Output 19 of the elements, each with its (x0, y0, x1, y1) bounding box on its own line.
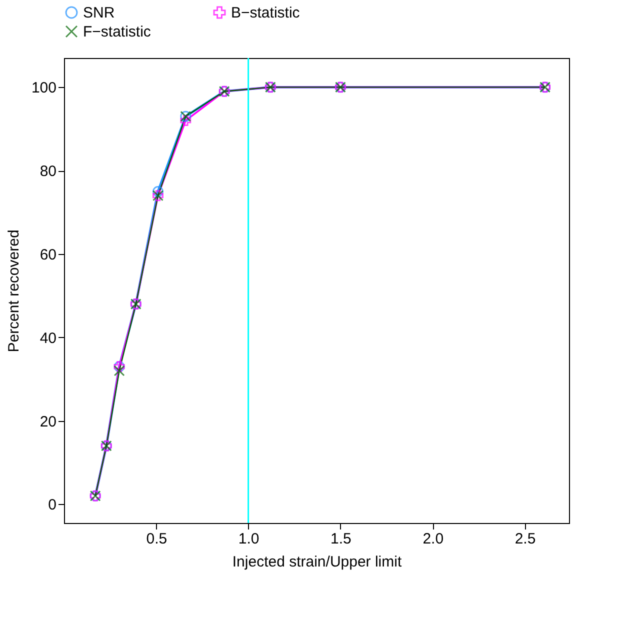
x-tick-label: 0.5 (146, 530, 168, 548)
y-tick-label: 0 (48, 496, 56, 514)
legend-label: F−statistic (83, 24, 152, 40)
point (180, 115, 192, 126)
y-axis-title: Percent recovered (5, 230, 22, 352)
x-tick-label: 2.0 (422, 530, 444, 548)
y-tick-label: 40 (40, 330, 56, 347)
x-axis-title: Injected strain/Upper limit (232, 554, 402, 570)
legend-label: B−statistic (231, 4, 300, 22)
y-tick-label: 100 (31, 80, 56, 97)
legend-label: SNR (83, 4, 115, 22)
x-tick-label: 1.0 (238, 530, 260, 548)
point (114, 365, 125, 376)
x-tick-label: 2.5 (514, 530, 536, 548)
y-tick-label: 60 (40, 246, 56, 264)
point (152, 186, 164, 197)
x-tick-label: 1.5 (330, 530, 352, 548)
y-tick-label: 80 (40, 163, 56, 180)
y-tick-label: 20 (40, 413, 56, 430)
